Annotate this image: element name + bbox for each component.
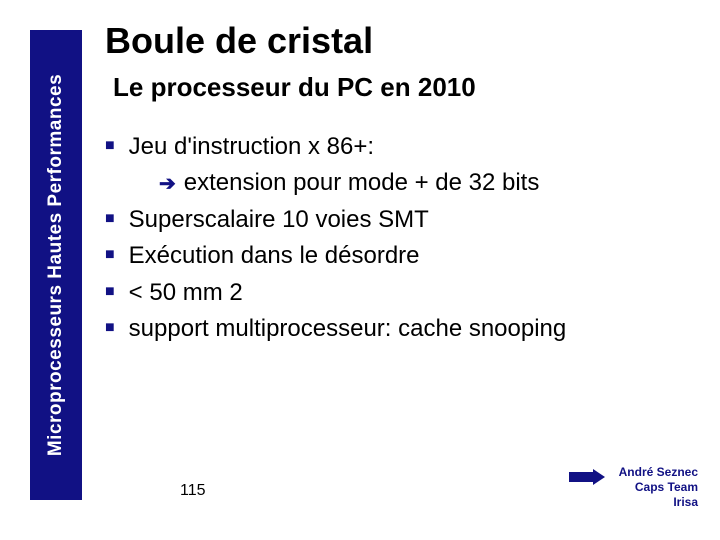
square-bullet-icon: ■ [105, 283, 115, 301]
bullet-item: ■ Superscalaire 10 voies SMT [105, 204, 705, 236]
slide-title: Boule de cristal [105, 20, 705, 62]
footer-line: Caps Team [619, 480, 698, 495]
square-bullet-icon: ■ [105, 319, 115, 337]
slide-subtitle: Le processeur du PC en 2010 [113, 72, 705, 103]
footer-credit: André Seznec Caps Team Irisa [619, 465, 698, 510]
square-bullet-icon: ■ [105, 210, 115, 228]
bullet-text: < 50 mm 2 [129, 277, 243, 309]
footer-line: Irisa [619, 495, 698, 510]
bullet-text: Jeu d'instruction x 86+: [129, 131, 374, 163]
square-bullet-icon: ■ [105, 137, 115, 155]
square-bullet-icon: ■ [105, 246, 115, 264]
footer-line: André Seznec [619, 465, 698, 480]
bullet-list: ■ Jeu d'instruction x 86+: ➔ extension p… [105, 131, 705, 345]
bullet-text: Superscalaire 10 voies SMT [129, 204, 429, 236]
sidebar-band: Microprocesseurs Hautes Performances [30, 30, 82, 500]
bullet-item: ■ Exécution dans le désordre [105, 240, 705, 272]
arrow-icon: ➔ [159, 171, 176, 196]
sub-bullet-item: ➔ extension pour mode + de 32 bits [159, 167, 705, 199]
bullet-item: ■ support multiprocesseur: cache snoopin… [105, 313, 705, 345]
bullet-item: ■ Jeu d'instruction x 86+: [105, 131, 705, 163]
bullet-text: support multiprocesseur: cache snooping [129, 313, 567, 345]
slide-content: Boule de cristal Le processeur du PC en … [105, 20, 705, 349]
sub-bullet-text: extension pour mode + de 32 bits [184, 167, 540, 199]
sidebar-label: Microprocesseurs Hautes Performances [45, 74, 67, 456]
bullet-item: ■ < 50 mm 2 [105, 277, 705, 309]
page-number: 115 [180, 482, 206, 500]
footer-arrow-icon [569, 469, 605, 485]
bullet-text: Exécution dans le désordre [129, 240, 420, 272]
